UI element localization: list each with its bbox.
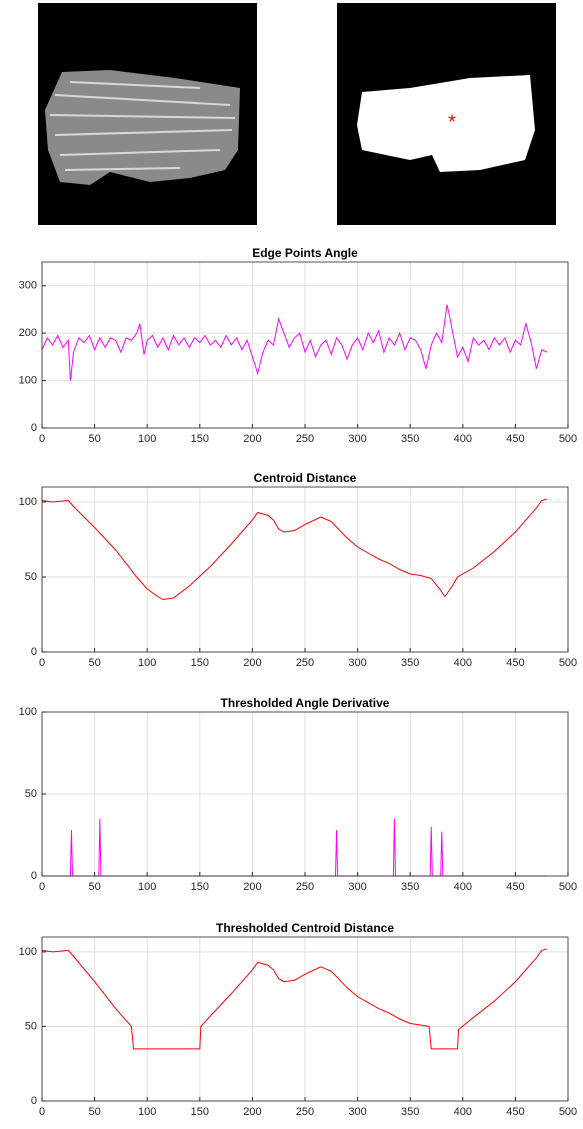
- y-tick-label: 100: [19, 946, 37, 958]
- x-tick-label: 500: [559, 433, 577, 445]
- x-tick-label: 400: [454, 881, 472, 893]
- x-tick-label: 350: [401, 1106, 419, 1118]
- data-line: [41, 304, 548, 381]
- x-tick-label: 350: [401, 433, 419, 445]
- x-tick-label: 250: [296, 657, 314, 669]
- x-tick-label: 200: [243, 433, 261, 445]
- x-tick-label: 450: [506, 881, 524, 893]
- x-tick-label: 0: [39, 433, 45, 445]
- axes-box: [41, 936, 569, 1102]
- y-tick-label: 50: [25, 1020, 37, 1032]
- x-tick-label: 50: [88, 1106, 100, 1118]
- y-tick-label: 200: [19, 327, 37, 339]
- x-tick-label: 400: [454, 657, 472, 669]
- x-tick-label: 250: [296, 881, 314, 893]
- x-tick-label: 400: [454, 1106, 472, 1118]
- x-tick-label: 500: [559, 657, 577, 669]
- axes-box: [41, 261, 569, 429]
- x-tick-label: 150: [191, 433, 209, 445]
- x-tick-label: 0: [39, 881, 45, 893]
- x-tick-label: 450: [506, 433, 524, 445]
- x-tick-label: 200: [243, 881, 261, 893]
- x-tick-label: 300: [348, 881, 366, 893]
- chart-title: Centroid Distance: [254, 471, 357, 485]
- axes-box: [41, 711, 569, 877]
- x-tick-label: 200: [243, 1106, 261, 1118]
- data-line: [41, 948, 548, 1050]
- x-tick-label: 50: [88, 657, 100, 669]
- x-tick-label: 400: [454, 433, 472, 445]
- chart-title: Edge Points Angle: [252, 246, 358, 260]
- x-tick-label: 300: [348, 433, 366, 445]
- y-tick-label: 0: [31, 646, 37, 658]
- chart-title: Thresholded Centroid Distance: [216, 921, 394, 935]
- x-tick-label: 0: [39, 1106, 45, 1118]
- mask-shape: [357, 75, 535, 172]
- x-tick-label: 300: [348, 1106, 366, 1118]
- centroid-marker: *: [448, 111, 456, 133]
- rock-shape: [45, 70, 240, 185]
- x-tick-label: 100: [138, 1106, 156, 1118]
- x-tick-label: 100: [138, 433, 156, 445]
- y-tick-label: 100: [19, 496, 37, 508]
- x-tick-label: 50: [88, 881, 100, 893]
- y-tick-label: 50: [25, 571, 37, 583]
- x-tick-label: 150: [191, 1106, 209, 1118]
- x-tick-label: 300: [348, 657, 366, 669]
- y-tick-label: 50: [25, 788, 37, 800]
- x-tick-label: 500: [559, 1106, 577, 1118]
- y-tick-label: 0: [31, 422, 37, 434]
- x-tick-label: 450: [506, 657, 524, 669]
- x-tick-label: 0: [39, 657, 45, 669]
- chart-title: Thresholded Angle Derivative: [221, 696, 390, 710]
- x-tick-label: 250: [296, 1106, 314, 1118]
- x-tick-label: 500: [559, 881, 577, 893]
- x-tick-label: 100: [138, 657, 156, 669]
- x-tick-label: 150: [191, 657, 209, 669]
- x-tick-label: 200: [243, 657, 261, 669]
- x-tick-label: 450: [506, 1106, 524, 1118]
- x-tick-label: 350: [401, 881, 419, 893]
- x-tick-label: 150: [191, 881, 209, 893]
- data-line: [41, 498, 548, 601]
- rock-texture: [49, 81, 236, 171]
- y-tick-label: 0: [31, 870, 37, 882]
- x-tick-label: 50: [88, 433, 100, 445]
- x-tick-label: 100: [138, 881, 156, 893]
- y-tick-label: 100: [19, 374, 37, 386]
- y-tick-label: 0: [31, 1095, 37, 1107]
- x-tick-label: 350: [401, 657, 419, 669]
- x-tick-label: 250: [296, 433, 314, 445]
- y-tick-label: 300: [19, 280, 37, 292]
- axes-box: [41, 486, 569, 653]
- y-tick-label: 100: [19, 706, 37, 718]
